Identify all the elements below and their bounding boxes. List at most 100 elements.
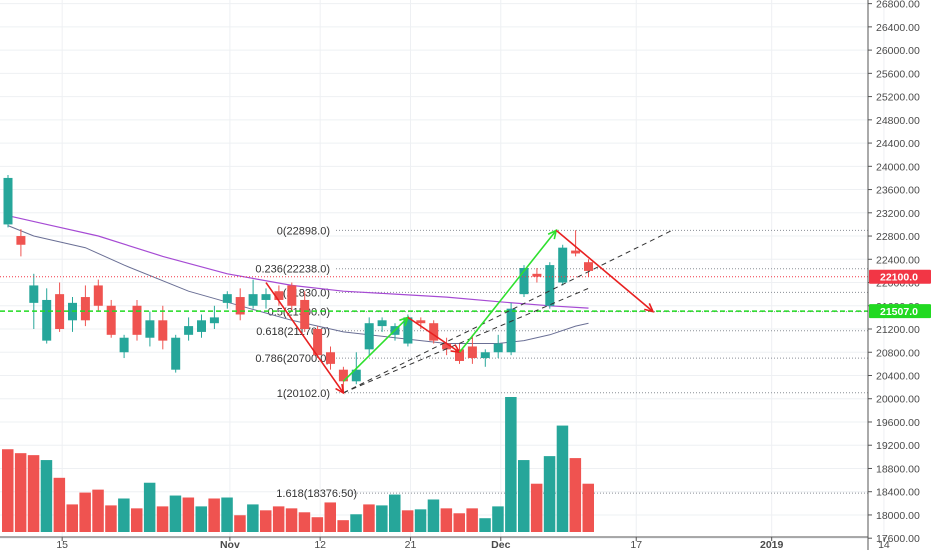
candle[interactable] [261, 288, 271, 309]
candle[interactable] [29, 273, 39, 330]
price-tick-label: 22400.00 [876, 254, 920, 266]
candle[interactable] [584, 259, 593, 277]
candle-body [209, 317, 219, 324]
price-tick-label: 20000.00 [876, 394, 920, 406]
candle[interactable] [274, 285, 284, 306]
candle[interactable] [571, 230, 581, 257]
volume-bar [582, 483, 594, 532]
candle-body [455, 349, 464, 361]
trend-channel-line[interactable] [343, 229, 673, 394]
price-tick-label: 18400.00 [876, 487, 920, 499]
candle[interactable] [80, 285, 90, 327]
volume-bar [92, 489, 104, 532]
candle[interactable] [222, 291, 232, 309]
candle[interactable] [287, 282, 297, 312]
candle[interactable] [209, 305, 219, 330]
price-tick-label: 18000.00 [876, 510, 920, 522]
candlesticks [3, 175, 593, 393]
price-tick-label: 22800.00 [876, 231, 920, 243]
candle-body [235, 297, 245, 315]
volume-bar [2, 449, 14, 532]
price-tick-label: 26400.00 [876, 22, 920, 34]
candle[interactable] [455, 343, 464, 364]
candle[interactable] [558, 244, 568, 286]
price-tick-label: 25200.00 [876, 92, 920, 104]
candle[interactable] [106, 299, 116, 338]
price-axis[interactable]: 17600.00 18000.00 18400.00 18800.00 19200.00… [867, 0, 931, 550]
trend-arrow[interactable] [265, 282, 345, 395]
trend-arrow-shaft [265, 282, 345, 394]
volume-bar [479, 518, 491, 532]
candle[interactable] [16, 229, 26, 257]
price-tick-label: 19200.00 [876, 440, 920, 452]
volume-bar [518, 460, 530, 532]
volume-bar [169, 495, 182, 532]
candle[interactable] [377, 317, 387, 332]
fib-level-label: 0.786(20700.0) [255, 353, 330, 365]
volume-bar [247, 504, 259, 532]
time-tick-label: 2019 [760, 539, 784, 550]
candle[interactable] [532, 268, 542, 283]
ma-slow-line[interactable] [7, 215, 589, 309]
volume-bar [234, 515, 246, 532]
candle[interactable] [364, 317, 374, 356]
candle-body [519, 268, 529, 295]
candle[interactable] [158, 305, 168, 350]
time-axis[interactable]: 15 Nov 12 21 Dec 17 2019 14 [0, 536, 890, 550]
candle[interactable] [493, 334, 503, 359]
candle[interactable] [132, 299, 142, 341]
volume-bar [543, 456, 556, 532]
candle-body [29, 285, 39, 303]
candle[interactable] [235, 288, 245, 321]
trend-arrow-shaft [458, 229, 557, 353]
volume-bar [285, 508, 298, 532]
volume-bar [569, 458, 582, 532]
volume-bar [389, 494, 401, 532]
candle-body [351, 369, 361, 382]
volume-bar [156, 506, 169, 532]
candle[interactable] [429, 320, 439, 344]
candle[interactable] [403, 314, 413, 347]
candle[interactable] [545, 262, 555, 309]
candle[interactable] [506, 302, 516, 356]
candle[interactable] [184, 317, 194, 341]
grid [0, 0, 885, 539]
volume-bar [208, 498, 220, 532]
trend-arrow-shaft [342, 316, 409, 382]
volume-bar [492, 506, 504, 532]
candle[interactable] [326, 346, 335, 370]
trend-arrow[interactable] [555, 229, 655, 313]
volume-bar [143, 482, 156, 532]
candle[interactable] [248, 279, 258, 309]
candle[interactable] [42, 288, 52, 344]
candle[interactable] [313, 326, 323, 359]
candle[interactable] [416, 317, 426, 330]
candle[interactable] [480, 349, 490, 367]
candle[interactable] [171, 334, 181, 373]
candle-body [16, 236, 26, 245]
trend-arrow-head [399, 316, 410, 327]
candle[interactable] [442, 337, 452, 356]
drawings [0, 228, 868, 395]
ma-fast-line[interactable] [7, 225, 589, 344]
candle-body [313, 329, 323, 356]
volume-bar [40, 460, 53, 532]
candle-body [222, 294, 232, 303]
volume-bar [363, 504, 375, 532]
candle-body [480, 352, 490, 359]
candle[interactable] [467, 334, 477, 364]
candle[interactable] [197, 314, 206, 338]
volume-bar [182, 497, 195, 532]
volume-bar [195, 506, 207, 532]
candle[interactable] [93, 279, 103, 312]
volume-bar [337, 520, 349, 532]
current-price-tag: 22100.0 [869, 269, 931, 284]
candle[interactable] [119, 334, 129, 359]
price-tick-label: 24000.00 [876, 161, 920, 173]
trend-arrow[interactable] [407, 316, 462, 354]
candle[interactable] [145, 311, 155, 347]
trend-arrow[interactable] [342, 316, 410, 382]
candle[interactable] [3, 175, 13, 228]
price-tick-label: 26000.00 [876, 45, 920, 57]
